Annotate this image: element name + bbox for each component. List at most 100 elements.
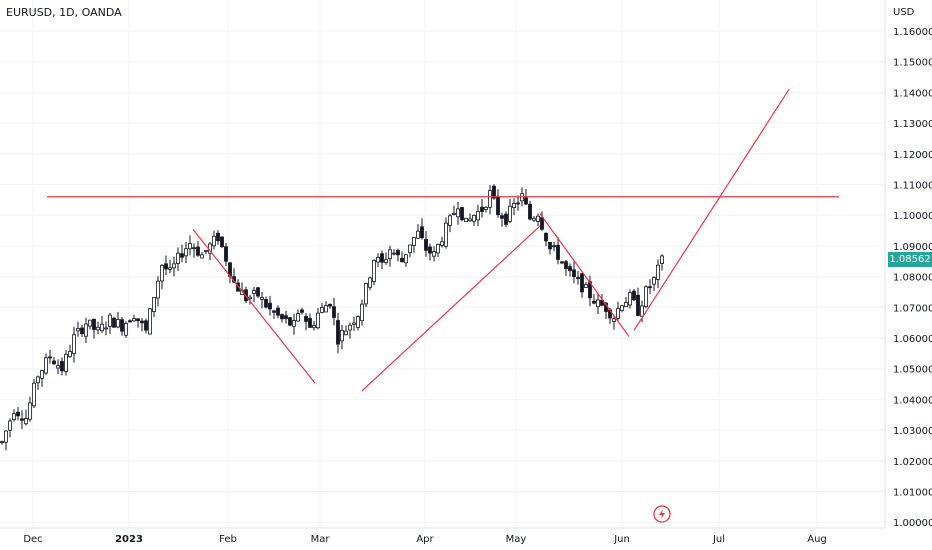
price-tick-label: 1.06000 — [893, 334, 932, 345]
price-axis[interactable]: 1.16000 1.15000 1.14000 1.13000 1.12000 1.110… — [893, 27, 932, 529]
last-price-label: 1.08562 — [888, 252, 932, 267]
candle — [296, 309, 300, 322]
candle — [440, 236, 444, 248]
candle — [160, 264, 164, 290]
candle — [104, 321, 108, 335]
candle — [624, 296, 628, 308]
candle — [420, 218, 424, 240]
candle — [300, 307, 304, 315]
candle — [0, 440, 4, 445]
candle — [412, 237, 416, 253]
candle — [40, 369, 44, 387]
candle — [188, 235, 192, 256]
price-tick-label: 1.14000 — [893, 88, 932, 99]
time-tick-label: Feb — [219, 534, 237, 545]
candle — [24, 409, 28, 426]
candle — [456, 202, 460, 225]
candle — [288, 316, 292, 327]
candle — [564, 259, 568, 276]
candle — [132, 314, 136, 322]
candle — [436, 243, 440, 258]
price-tick-label: 1.08000 — [893, 273, 932, 284]
candle — [464, 217, 468, 223]
candle — [96, 321, 100, 335]
trend-line[interactable] — [192, 228, 316, 384]
candle — [28, 396, 32, 422]
candle — [360, 299, 364, 326]
candle — [444, 217, 448, 249]
candle — [200, 251, 204, 259]
candle — [248, 295, 252, 305]
candle — [108, 312, 112, 335]
price-tick-label: 1.07000 — [893, 303, 932, 314]
candle — [380, 250, 384, 270]
candle — [304, 313, 308, 331]
candle — [652, 276, 656, 291]
candle — [660, 254, 664, 271]
candle — [120, 317, 124, 336]
currency-label: USD — [893, 7, 915, 18]
candle — [628, 289, 632, 309]
candle — [512, 198, 516, 216]
candle — [572, 261, 576, 284]
candle — [468, 213, 472, 222]
time-axis[interactable]: Dec 2023 Feb Mar Apr May Jun Jul Aug — [23, 534, 826, 545]
price-tick-label: 1.02000 — [893, 457, 932, 468]
candle — [172, 256, 176, 277]
candle — [252, 287, 256, 303]
price-tick-label: 1.03000 — [893, 426, 932, 437]
candle — [144, 318, 148, 334]
candle — [596, 292, 600, 315]
candle — [396, 248, 400, 262]
candlestick-series — [0, 184, 664, 451]
price-tick-label: 1.04000 — [893, 395, 932, 406]
candle — [340, 325, 344, 350]
price-tick-label: 1.15000 — [893, 58, 932, 69]
lightning-icon[interactable] — [653, 505, 671, 523]
candle — [592, 294, 596, 305]
candle — [472, 214, 476, 226]
trendline-drawings[interactable] — [47, 89, 839, 392]
time-tick-label: Jun — [613, 534, 630, 545]
candle — [56, 359, 60, 375]
symbol-title[interactable]: EURUSD, 1D, OANDA — [6, 6, 122, 19]
candle — [180, 244, 184, 263]
candle — [20, 410, 24, 430]
candle — [312, 320, 316, 331]
candle — [648, 279, 652, 294]
candle — [552, 241, 556, 252]
candle — [184, 241, 188, 264]
candle — [656, 259, 660, 289]
candle — [392, 249, 396, 256]
candle — [336, 312, 340, 354]
price-tick-label: 1.11000 — [893, 181, 932, 192]
candle — [460, 207, 464, 222]
time-tick-label: Aug — [807, 534, 827, 545]
candle — [16, 407, 20, 421]
price-tick-label: 1.00000 — [893, 518, 932, 529]
candle — [428, 243, 432, 261]
candle — [576, 270, 580, 285]
candle — [384, 252, 388, 265]
trend-line[interactable] — [633, 89, 790, 331]
price-tick-label: 1.12000 — [893, 150, 932, 161]
candle — [324, 301, 328, 313]
candle — [480, 199, 484, 218]
candle — [560, 261, 564, 265]
candle — [616, 301, 620, 322]
candle — [80, 324, 84, 337]
candle — [136, 318, 140, 328]
time-tick-label: Dec — [23, 534, 42, 545]
candle — [544, 232, 548, 247]
candle — [452, 205, 456, 216]
price-tick-label: 1.10000 — [893, 211, 932, 222]
candle — [116, 311, 120, 329]
candle — [44, 353, 48, 376]
trend-line[interactable] — [361, 225, 541, 392]
candle — [488, 185, 492, 215]
trend-line[interactable] — [539, 213, 630, 337]
candle — [84, 317, 88, 344]
candle — [408, 244, 412, 258]
candle — [476, 204, 480, 227]
